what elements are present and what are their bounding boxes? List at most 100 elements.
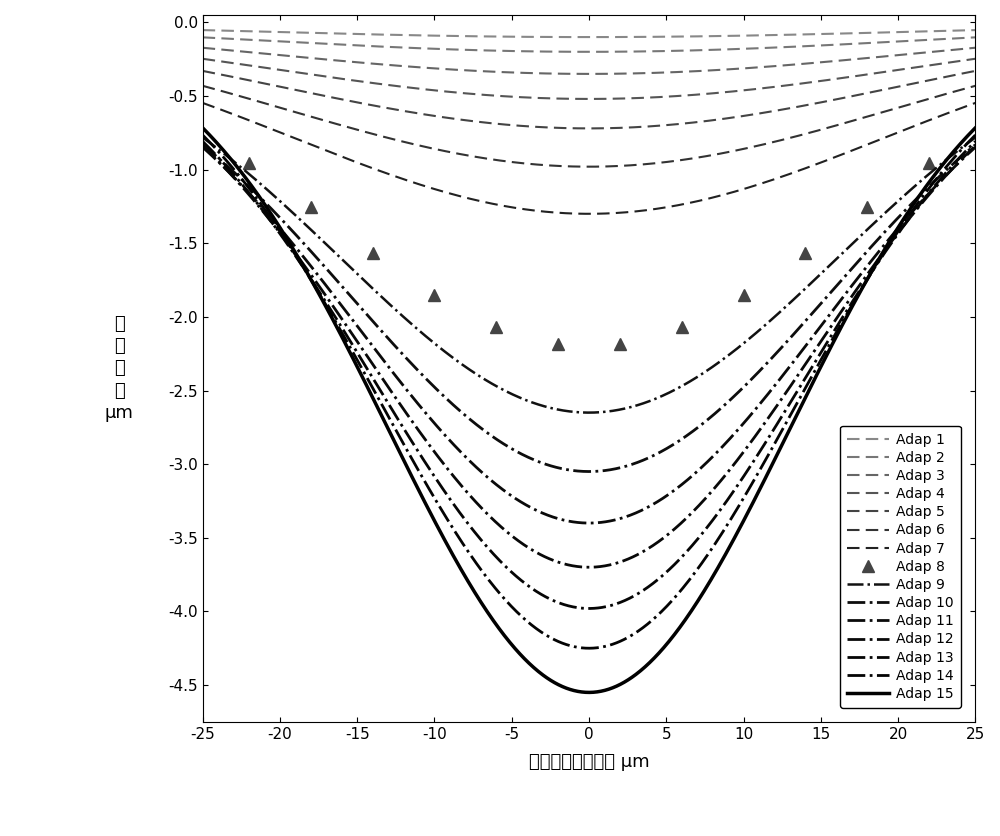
Adap 10 <box>276 214 288 224</box>
Adap 8 <box>861 202 873 212</box>
Adap 8 <box>676 322 688 332</box>
Adap 10 <box>814 299 826 309</box>
Adap 15 <box>728 533 740 543</box>
Adap 14 <box>197 130 209 140</box>
Adap 2 <box>509 46 521 56</box>
Line: Adap 14: Adap 14 <box>203 135 975 648</box>
Adap 14 <box>276 228 288 238</box>
Line: Adap 6: Adap 6 <box>203 86 975 166</box>
Adap 1 <box>969 25 981 35</box>
Adap 5 <box>509 120 521 130</box>
Adap 12 <box>728 459 740 469</box>
Adap 15 <box>969 123 981 133</box>
Adap 15 <box>197 123 209 133</box>
Adap 11 <box>537 508 549 518</box>
Adap 8 <box>243 157 255 167</box>
Adap 12 <box>969 140 981 150</box>
Adap 4 <box>969 54 981 64</box>
Adap 9 <box>197 132 209 142</box>
Adap 7 <box>537 206 549 217</box>
Adap 1 <box>583 32 595 42</box>
Adap 1 <box>276 27 288 37</box>
Adap 8 <box>552 339 564 349</box>
Adap 9 <box>814 270 826 280</box>
Adap 2 <box>537 47 549 57</box>
Adap 12 <box>509 533 521 543</box>
Adap 5 <box>969 66 981 76</box>
Adap 5 <box>197 66 209 76</box>
Adap 4 <box>509 92 521 102</box>
Line: Adap 15: Adap 15 <box>203 128 975 692</box>
Adap 2 <box>728 44 740 54</box>
Adap 4 <box>583 94 595 104</box>
Adap 6 <box>814 125 826 135</box>
Adap 12 <box>814 338 826 348</box>
Adap 14 <box>814 357 826 367</box>
Adap 5 <box>276 82 288 92</box>
Adap 3 <box>537 69 549 79</box>
Adap 2 <box>583 47 595 57</box>
Adap 15 <box>276 225 288 235</box>
Adap 14 <box>969 130 981 140</box>
Adap 10 <box>800 315 812 325</box>
Adap 7 <box>814 158 826 168</box>
Adap 14 <box>728 509 740 519</box>
Adap 10 <box>197 140 209 150</box>
Adap 1 <box>800 29 812 39</box>
Adap 8 <box>305 202 317 212</box>
Adap 12 <box>583 563 595 573</box>
Adap 13 <box>509 570 521 580</box>
Legend: Adap 1, Adap 2, Adap 3, Adap 4, Adap 5, Adap 6, Adap 7, Adap 8, Adap 9, Adap 10,: Adap 1, Adap 2, Adap 3, Adap 4, Adap 5, … <box>840 426 961 708</box>
X-axis label: 距离光斑中心距离 μm: 距离光斑中心距离 μm <box>529 753 649 771</box>
Adap 12 <box>800 359 812 369</box>
Adap 10 <box>509 446 521 456</box>
Adap 5 <box>583 124 595 134</box>
Adap 4 <box>728 86 740 96</box>
Adap 8 <box>367 248 379 258</box>
Adap 2 <box>800 41 812 51</box>
Line: Adap 5: Adap 5 <box>203 71 975 129</box>
Adap 4 <box>276 65 288 75</box>
Line: Adap 7: Adap 7 <box>203 103 975 214</box>
Line: Adap 3: Adap 3 <box>203 48 975 74</box>
Adap 2 <box>969 33 981 43</box>
Adap 8 <box>799 248 811 258</box>
Adap 7 <box>969 98 981 108</box>
Adap 13 <box>800 372 812 382</box>
Adap 5 <box>728 112 740 122</box>
Adap 15 <box>800 391 812 401</box>
Adap 10 <box>537 458 549 468</box>
Adap 6 <box>509 157 521 167</box>
Adap 10 <box>969 140 981 150</box>
Adap 15 <box>814 364 826 374</box>
Adap 6 <box>728 146 740 156</box>
Line: Adap 8: Adap 8 <box>243 156 935 350</box>
Adap 8 <box>923 157 935 167</box>
Y-axis label: 烧
蚀
深
度
μm: 烧 蚀 深 度 μm <box>105 315 134 422</box>
Adap 13 <box>583 604 595 614</box>
Adap 11 <box>583 518 595 528</box>
Adap 6 <box>800 129 812 139</box>
Adap 15 <box>583 687 595 697</box>
Line: Adap 10: Adap 10 <box>203 145 975 472</box>
Adap 4 <box>197 54 209 64</box>
Adap 7 <box>583 209 595 219</box>
Adap 9 <box>537 401 549 411</box>
Line: Adap 2: Adap 2 <box>203 38 975 52</box>
Adap 13 <box>814 349 826 359</box>
Adap 4 <box>814 76 826 86</box>
Adap 4 <box>800 78 812 88</box>
Adap 9 <box>509 390 521 400</box>
Line: Adap 4: Adap 4 <box>203 59 975 99</box>
Adap 2 <box>814 40 826 50</box>
Adap 7 <box>728 186 740 196</box>
Adap 7 <box>800 163 812 173</box>
Adap 13 <box>969 136 981 146</box>
Adap 5 <box>800 100 812 110</box>
Adap 7 <box>276 128 288 138</box>
Adap 10 <box>728 391 740 401</box>
Adap 6 <box>197 81 209 91</box>
Adap 6 <box>583 161 595 171</box>
Line: Adap 9: Adap 9 <box>203 137 975 413</box>
Adap 9 <box>800 283 812 293</box>
